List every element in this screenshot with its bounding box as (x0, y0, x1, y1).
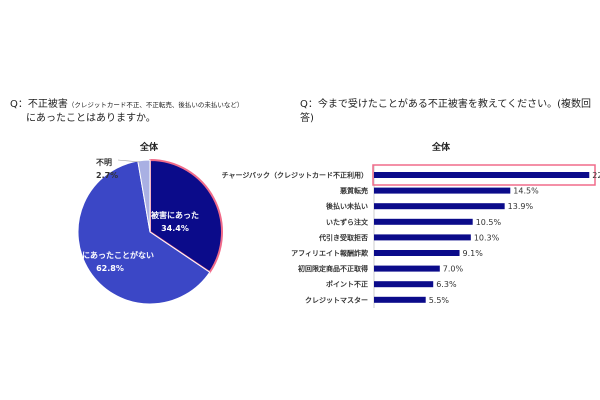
bar-category: クレジットマスター (305, 295, 368, 304)
bar-category: アフィリエイト報酬詐欺 (291, 249, 368, 258)
bar-value: 10.3% (474, 233, 500, 242)
pie-slice (137, 159, 151, 233)
bar-category: 初回限定商品不正取得 (298, 264, 368, 273)
bar (374, 234, 471, 241)
bar (374, 172, 590, 178)
leader-line (117, 159, 141, 163)
bar-value: 22.9% (592, 171, 600, 180)
bar (374, 218, 473, 225)
bar-category: チャージバック（クレジットカード不正利用） (222, 171, 368, 180)
pie-slice (77, 160, 211, 305)
bar-value: 6.3% (436, 280, 457, 289)
bar (374, 281, 434, 288)
bar-title: 全体 (432, 143, 451, 153)
bar-value: 10.5% (476, 218, 502, 227)
bar (374, 296, 426, 303)
bar (374, 203, 505, 210)
bar (374, 187, 511, 194)
bar-value: 14.5% (513, 187, 539, 196)
pie-title: 全体 (140, 143, 159, 153)
slice-value: 34.4% (161, 224, 189, 233)
highlight-box (372, 164, 596, 186)
bar-category: ポイント不正 (326, 280, 368, 289)
left-question: Q：不正被害（クレジットカード不正、不正転売、後払いの未払いなど） (10, 99, 244, 110)
bar (374, 265, 440, 272)
bar-value: 9.1% (463, 249, 484, 258)
bar (374, 250, 460, 256)
pie-slice (149, 158, 223, 274)
slice-label: 被害にあったことがない (66, 250, 154, 260)
bar-value: 7.0% (443, 265, 464, 274)
bar-value: 13.9% (508, 202, 534, 211)
slice-value: 2.7% (96, 171, 118, 180)
slice-label: 被害にあった (151, 210, 199, 220)
bar-category: 後払い未払い (325, 202, 368, 211)
right-question: Q：今まで受けたことがある不正被害を教えてください。(複数回答) (300, 99, 591, 124)
slice-label: 不明 (96, 158, 112, 167)
slice-value: 62.8% (96, 264, 124, 273)
bar-category: 代引き受取拒否 (318, 233, 368, 242)
bar-category: 悪質転売 (340, 186, 368, 195)
left-question-line2: にあったことはありますか。 (26, 113, 156, 124)
bar-value: 5.5% (429, 296, 450, 305)
bar-category: いたずら注文 (326, 217, 369, 226)
